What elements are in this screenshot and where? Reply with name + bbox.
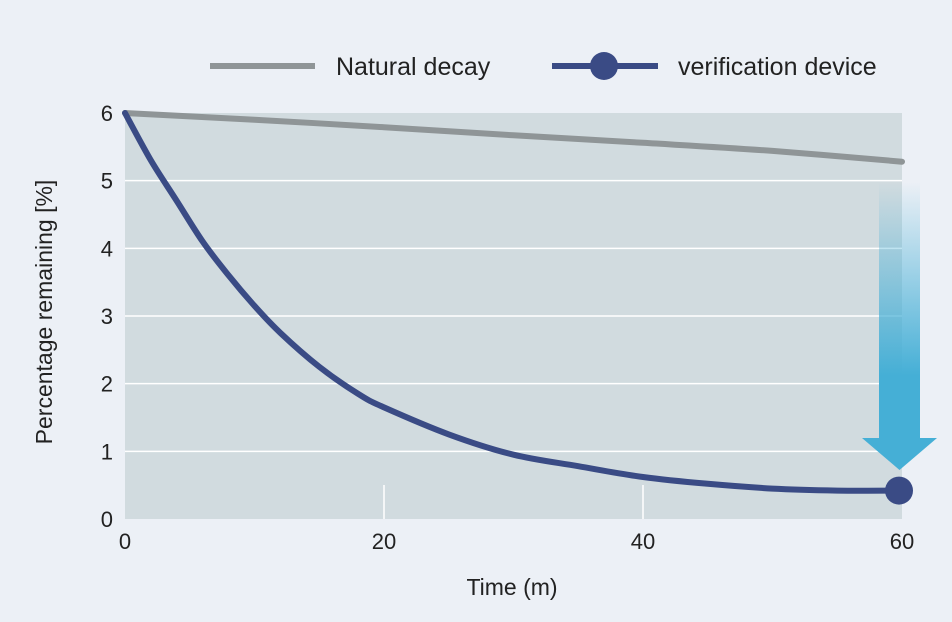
y-tick-label-6: 6 — [101, 101, 113, 126]
y-tick-label-5: 5 — [101, 169, 113, 194]
legend-label-verification-device: verification device — [678, 53, 877, 81]
x-tick-labels: 0 20 40 60 — [119, 529, 914, 554]
gridlines — [125, 179, 902, 453]
y-tick-label-3: 3 — [101, 304, 113, 329]
legend-marker-verification-device — [590, 52, 618, 80]
decrease-arrow — [862, 182, 937, 470]
y-tick-label-0: 0 — [101, 507, 113, 532]
series-lines — [122, 110, 905, 494]
arrow-head — [862, 438, 937, 470]
x-tick-label-60: 60 — [890, 529, 914, 554]
series-line-natural-decay — [122, 110, 905, 165]
x-tick-label-0: 0 — [119, 529, 131, 554]
x-tick-label-20: 20 — [372, 529, 396, 554]
y-tick-label-4: 4 — [101, 236, 113, 261]
legend-label-natural-decay: Natural decay — [336, 53, 491, 81]
arrow-shaft — [879, 182, 920, 440]
y-tick-label-1: 1 — [101, 439, 113, 464]
y-axis-title: Percentage remaining [%] — [31, 180, 57, 445]
series-markers — [885, 476, 913, 505]
y-tick-label-2: 2 — [101, 372, 113, 397]
series-end-marker-verification-device — [885, 476, 913, 505]
series-line-verification-device — [122, 110, 905, 494]
y-tick-labels: 0 1 2 3 4 5 6 — [101, 101, 113, 532]
x-minor-ticks — [383, 485, 644, 519]
x-axis-title: Time (m) — [466, 574, 557, 600]
legend: Natural decay verification device — [210, 52, 877, 81]
x-tick-label-40: 40 — [631, 529, 655, 554]
